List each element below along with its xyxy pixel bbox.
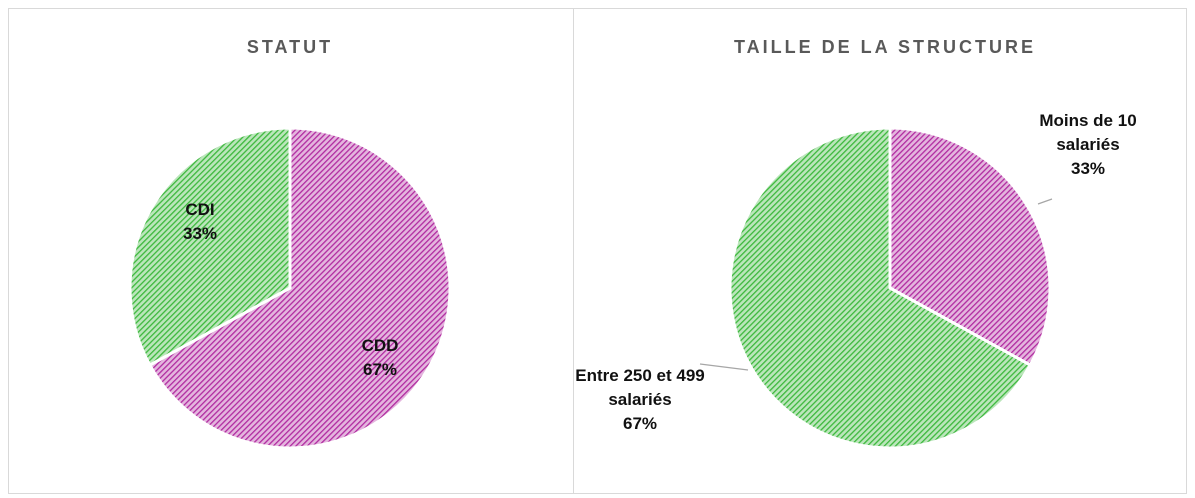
chart-title: TAILLE DE LA STRUCTURE xyxy=(734,37,1036,57)
leader-line xyxy=(699,363,749,371)
value-label: 67% xyxy=(622,414,658,433)
pie-slice xyxy=(888,126,1052,368)
leader-line xyxy=(1037,198,1053,205)
category-label: Moins de 10 salariés xyxy=(1039,111,1137,154)
value-label: 67% xyxy=(362,360,398,379)
chart-title: STATUT xyxy=(247,37,333,57)
pie-slice xyxy=(128,126,292,368)
value-label: 33% xyxy=(1070,159,1106,178)
data-label: CDD 67% xyxy=(350,334,410,382)
category-label: CDD xyxy=(361,336,399,355)
data-label: CDI 33% xyxy=(170,198,230,246)
data-label: Moins de 10 salariés 33% xyxy=(1038,109,1138,181)
value-label: 33% xyxy=(182,224,218,243)
category-label: Entre 250 et 499 salariés xyxy=(575,366,705,409)
data-label: Entre 250 et 499 salariés 67% xyxy=(575,364,705,436)
pie-slice xyxy=(728,126,1033,450)
pie-slice xyxy=(147,126,452,450)
frame xyxy=(8,8,1187,494)
category-label: CDI xyxy=(185,200,215,219)
